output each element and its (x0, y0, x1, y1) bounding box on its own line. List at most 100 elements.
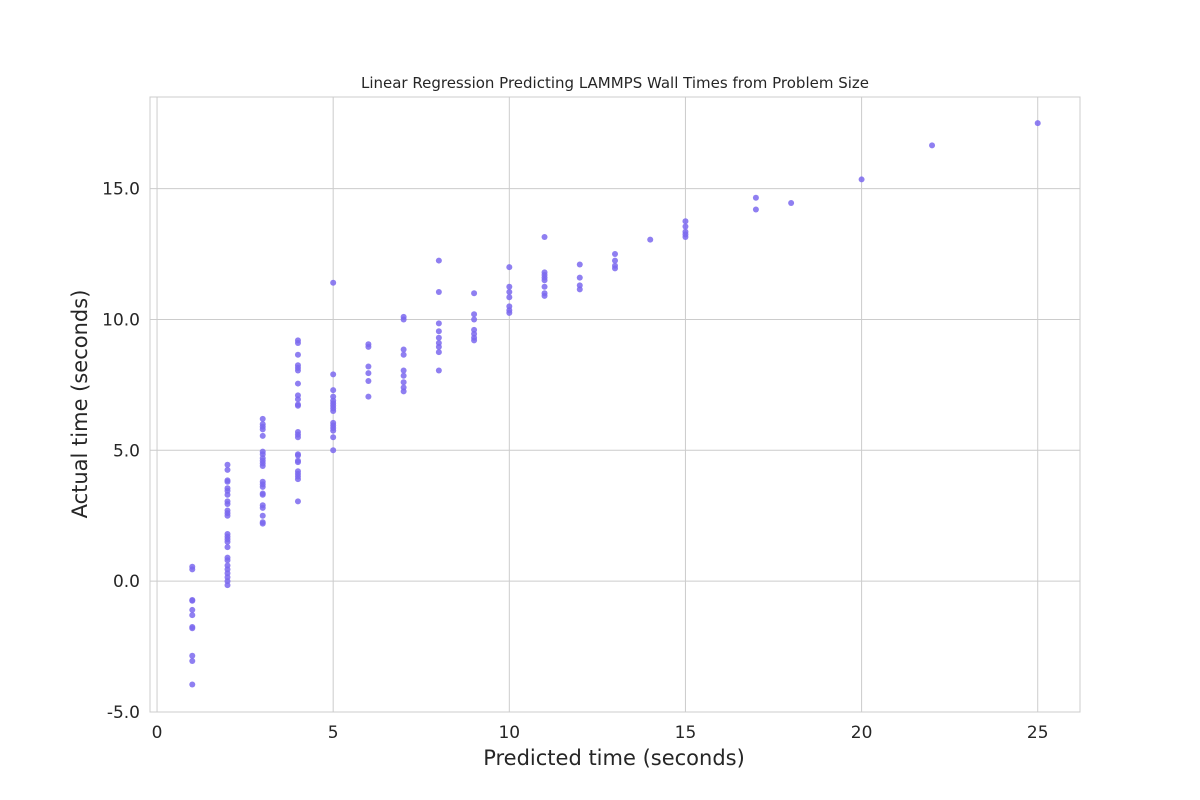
data-point (224, 466, 231, 473)
data-point (224, 512, 231, 519)
data-point (541, 292, 548, 299)
data-point (224, 500, 231, 507)
data-point (752, 194, 759, 201)
data-point (435, 328, 442, 335)
data-point (400, 346, 407, 353)
data-point (189, 566, 196, 573)
data-point (330, 279, 337, 286)
data-point (471, 337, 478, 344)
data-point (365, 393, 372, 400)
data-point (224, 538, 231, 545)
data-point (541, 283, 548, 290)
x-tick-label: 25 (1027, 723, 1049, 743)
data-point (506, 264, 513, 271)
x-tick-labels: 0 5 10 15 20 25 (152, 723, 1049, 743)
data-point (294, 396, 301, 403)
data-point (330, 447, 337, 454)
data-point (471, 316, 478, 323)
data-point (330, 408, 337, 415)
x-tick-label: 5 (328, 723, 339, 743)
data-point (365, 363, 372, 370)
data-point (400, 316, 407, 323)
data-point (189, 657, 196, 664)
data-point (259, 432, 266, 439)
data-point (612, 265, 618, 272)
y-tick-label: -5.0 (107, 703, 140, 723)
y-tick-label: 15.0 (102, 180, 140, 200)
data-point (224, 557, 231, 564)
data-point (294, 498, 301, 505)
data-point (259, 512, 266, 519)
data-point (189, 597, 196, 604)
x-tick-label: 10 (498, 723, 520, 743)
data-point (189, 625, 196, 632)
y-axis-label: Actual time (seconds) (68, 290, 92, 519)
data-point (929, 142, 936, 149)
data-point (294, 476, 301, 483)
x-axis-label: Predicted time (seconds) (483, 746, 745, 770)
data-point (294, 459, 301, 466)
data-point (506, 294, 513, 301)
data-point (435, 343, 442, 350)
data-point (224, 544, 231, 551)
data-points (189, 120, 1041, 688)
grid-lines (150, 97, 1080, 713)
data-point (224, 491, 231, 498)
data-point (330, 434, 337, 441)
data-point (189, 681, 196, 688)
data-point (259, 426, 266, 433)
data-point (224, 461, 231, 468)
data-point (294, 340, 301, 346)
data-point (682, 234, 689, 241)
data-point (365, 343, 372, 350)
data-point (435, 257, 442, 264)
data-point (506, 283, 513, 290)
data-point (541, 277, 548, 284)
x-tick-label: 0 (152, 723, 163, 743)
data-point (752, 206, 759, 213)
data-point (506, 309, 513, 316)
y-tick-label: 0.0 (113, 572, 140, 592)
data-point (435, 367, 442, 374)
data-point (647, 236, 654, 243)
data-point (682, 218, 689, 225)
chart-title: Linear Regression Predicting LAMMPS Wall… (361, 74, 869, 92)
data-point (224, 582, 231, 589)
data-point (365, 370, 372, 377)
data-point (189, 606, 196, 613)
data-point (1034, 120, 1041, 127)
data-point (576, 286, 583, 293)
data-point (294, 351, 301, 358)
y-tick-label: 5.0 (113, 441, 140, 461)
data-point (330, 427, 337, 434)
data-point (259, 491, 266, 498)
data-point (471, 311, 478, 318)
data-point (365, 377, 372, 384)
data-point (788, 199, 795, 206)
plot-frame (149, 96, 1081, 713)
data-point (400, 379, 407, 386)
data-point (506, 288, 513, 295)
data-point (858, 176, 865, 183)
data-point (400, 372, 407, 379)
data-point (259, 463, 266, 469)
data-point (541, 234, 548, 241)
data-point (259, 520, 266, 527)
data-point (259, 483, 266, 490)
data-point (259, 504, 266, 511)
data-point (576, 261, 583, 268)
data-point (330, 387, 337, 394)
data-point (294, 452, 301, 459)
y-tick-labels: -5.0 0.0 5.0 10.0 15.0 (102, 180, 140, 723)
data-point (294, 402, 301, 409)
data-point (330, 371, 337, 378)
data-point (224, 478, 231, 485)
data-point (435, 349, 442, 356)
data-point (294, 380, 301, 387)
data-point (400, 351, 407, 358)
data-point (294, 367, 301, 374)
data-point (435, 320, 442, 327)
y-tick-label: 10.0 (102, 310, 140, 330)
data-point (435, 334, 442, 341)
